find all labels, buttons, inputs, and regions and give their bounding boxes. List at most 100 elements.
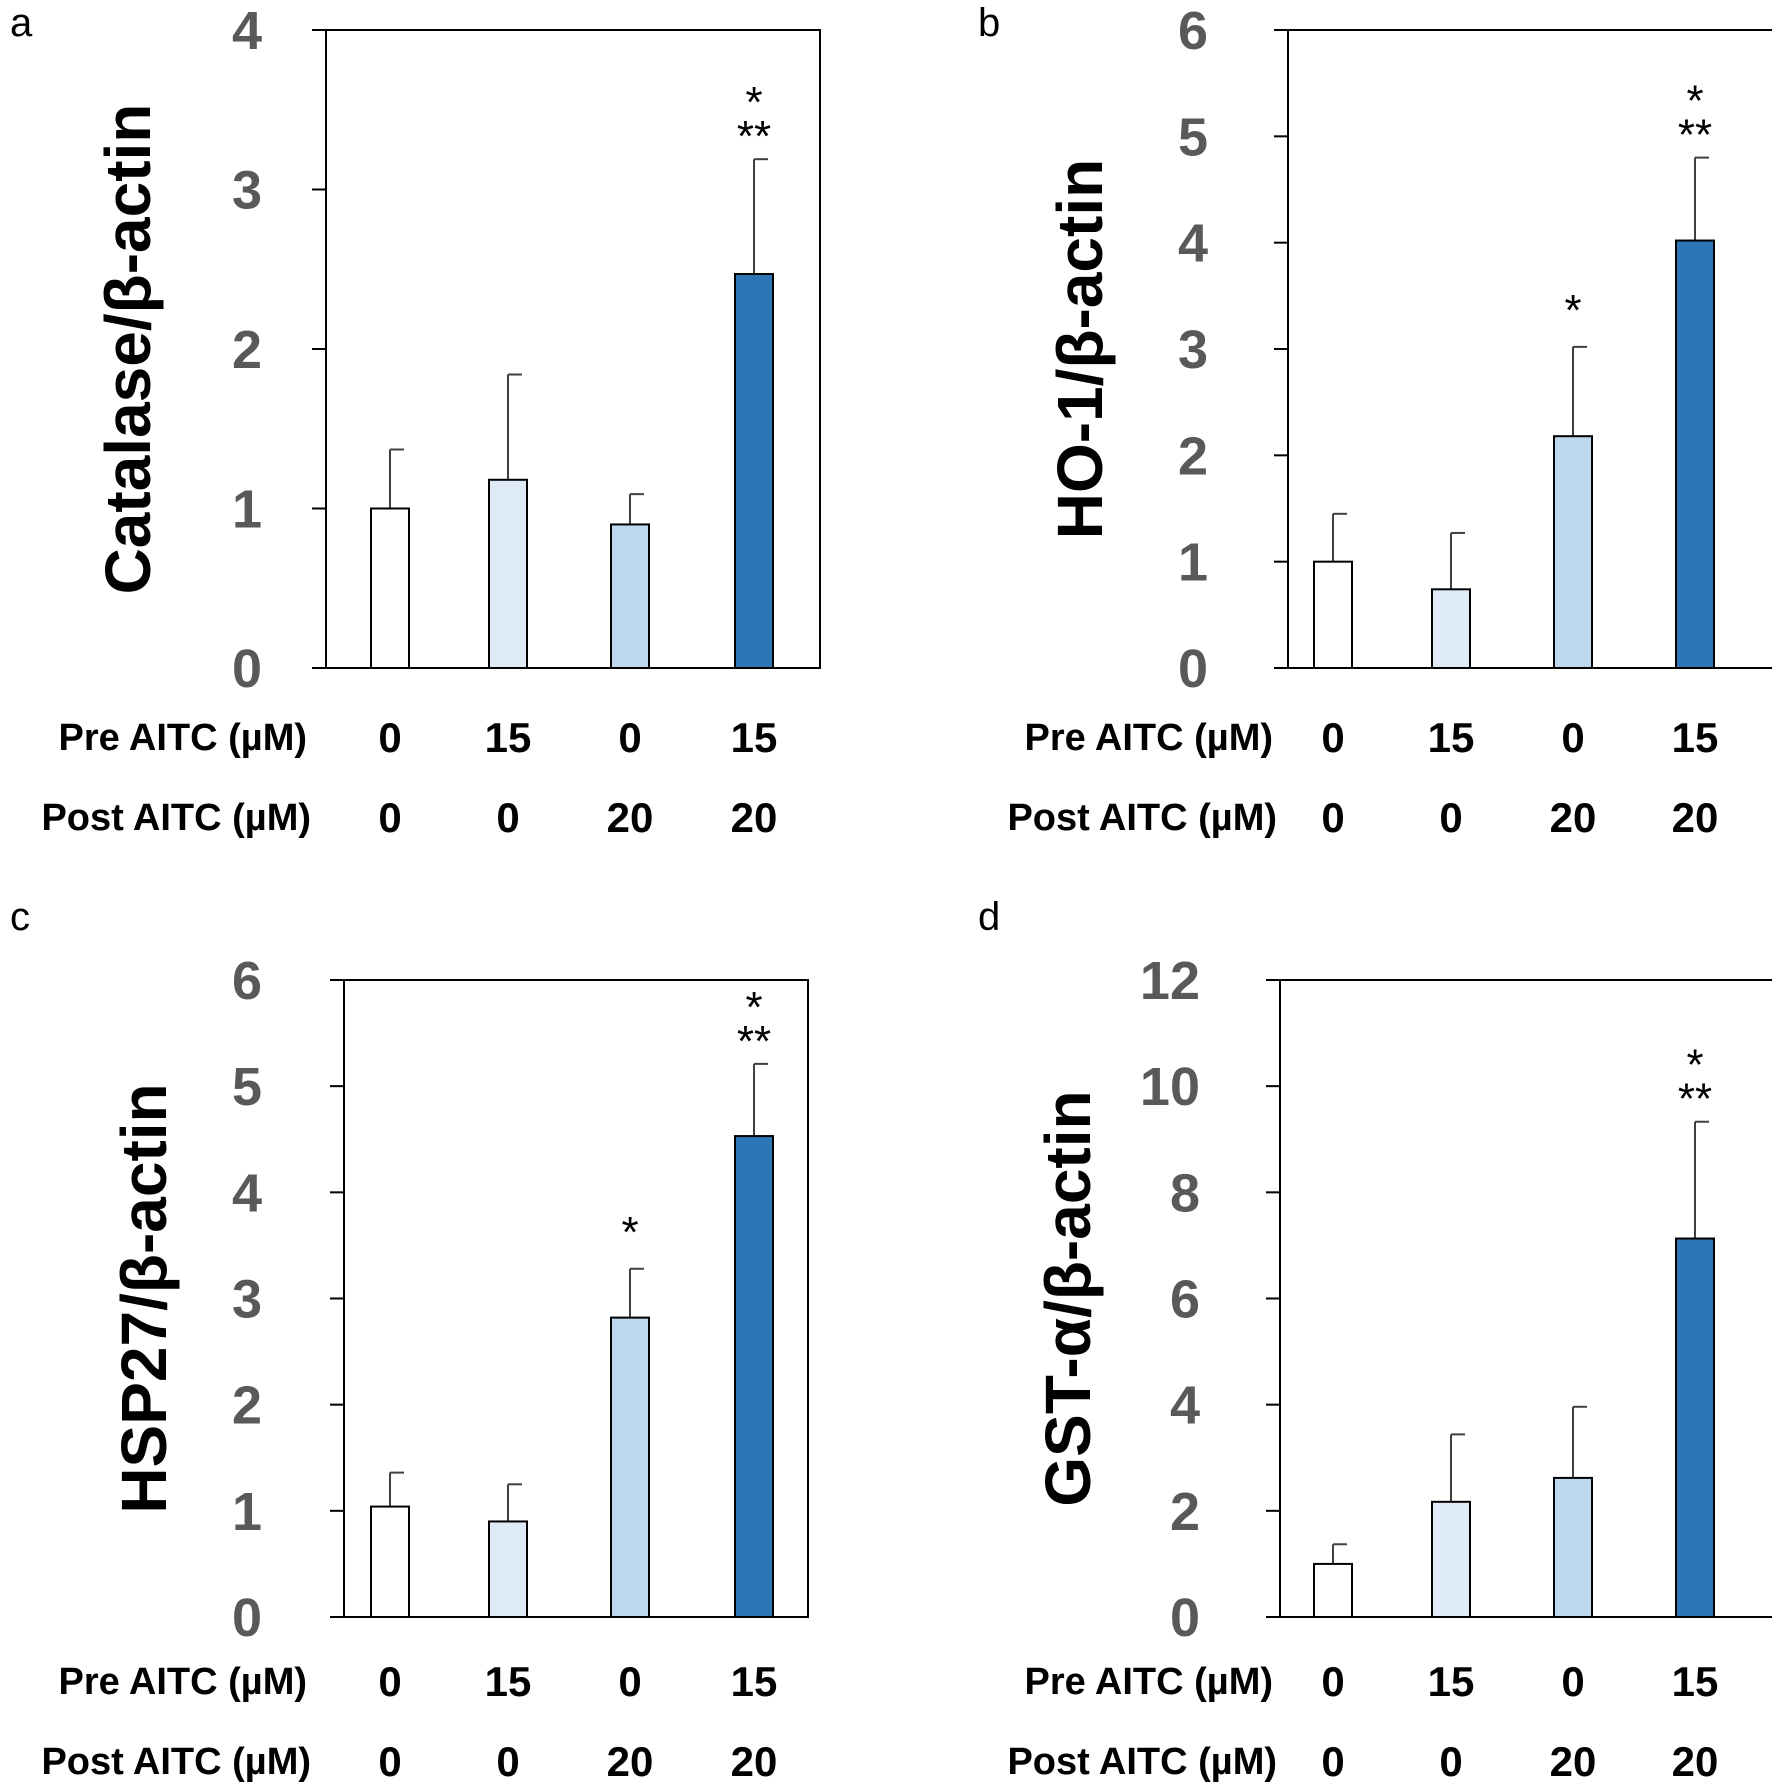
row-label-post: Post AITC (µM) (1007, 797, 1277, 839)
y-tick-label: 2 (232, 1376, 262, 1436)
y-tick-label: 10 (1140, 1057, 1200, 1117)
significance-marker: * (1686, 1041, 1703, 1090)
category-label-pre: 15 (731, 714, 778, 761)
category-label-post: 0 (1321, 794, 1344, 841)
panel-letter: a (10, 1, 33, 45)
row-label-pre: Pre AITC (µM) (59, 717, 307, 759)
panel-letter: b (978, 1, 1000, 45)
category-label-pre: 15 (1428, 714, 1475, 761)
bar (610, 1316, 650, 1618)
bar (488, 1520, 528, 1618)
y-tick-label: 1 (232, 480, 262, 540)
bar (1313, 1562, 1353, 1618)
category-label-pre: 15 (1672, 1658, 1719, 1705)
category-label-pre: 15 (1428, 1658, 1475, 1705)
bar (734, 1135, 774, 1618)
y-tick-label: 0 (1178, 639, 1208, 699)
bar (1675, 1237, 1715, 1619)
bar (370, 1505, 410, 1618)
category-label-post: 0 (496, 794, 519, 841)
panel-letter: d (978, 895, 1000, 939)
bar (370, 507, 410, 669)
y-tick-label: 3 (232, 161, 262, 221)
category-label-post: 0 (378, 794, 401, 841)
row-label-pre: Pre AITC (µM) (59, 1661, 307, 1703)
y-tick-label: 3 (1178, 320, 1208, 380)
category-label-post: 20 (731, 1738, 778, 1785)
category-label-pre: 0 (1321, 1658, 1344, 1705)
category-label-pre: 0 (1321, 714, 1344, 761)
category-label-post: 20 (1672, 794, 1719, 841)
category-label-pre: 15 (731, 1658, 778, 1705)
bar (610, 523, 650, 670)
category-label-pre: 15 (485, 714, 532, 761)
category-label-post: 0 (496, 1738, 519, 1785)
category-label-post: 0 (1439, 794, 1462, 841)
bar (1313, 560, 1353, 670)
category-label-pre: 0 (618, 714, 641, 761)
bar (1675, 239, 1715, 669)
category-label-pre: 0 (378, 714, 401, 761)
row-label-post: Post AITC (µM) (41, 797, 311, 839)
bar (734, 273, 774, 669)
y-tick-label: 6 (232, 951, 262, 1011)
significance-marker: ** (737, 112, 771, 161)
y-axis-label: HO-1/β-actin (1044, 159, 1116, 539)
bar (1431, 1500, 1471, 1619)
significance-marker: * (745, 78, 762, 127)
category-label-pre: 15 (1672, 714, 1719, 761)
y-tick-label: 3 (232, 1270, 262, 1330)
panel-letter: c (10, 895, 30, 939)
y-tick-label: 0 (1170, 1588, 1200, 1648)
y-tick-label: 1 (232, 1482, 262, 1542)
y-axis-label: Catalase/β-actin (92, 104, 164, 595)
y-tick-label: 1 (1178, 533, 1208, 593)
category-label-post: 0 (1321, 1738, 1344, 1785)
y-tick-label: 5 (1178, 107, 1208, 167)
panel-a: a 0 1 2 3 4 Catalase/β-actin *** Pre AITC (µM) Po… (10, 1, 821, 841)
y-tick-label: 5 (232, 1057, 262, 1117)
y-tick-label: 0 (232, 1588, 262, 1648)
bar (1431, 588, 1471, 670)
significance-marker: * (1686, 77, 1703, 126)
y-tick-label: 12 (1140, 951, 1200, 1011)
significance-marker: * (621, 1208, 638, 1257)
y-tick-label: 4 (232, 1, 262, 61)
category-label-pre: 0 (1561, 1658, 1584, 1705)
category-label-post: 20 (731, 794, 778, 841)
significance-marker: * (1564, 286, 1581, 335)
row-label-post: Post AITC (µM) (41, 1741, 311, 1783)
significance-marker: ** (1678, 111, 1712, 160)
category-label-post: 20 (1550, 794, 1597, 841)
bar (488, 478, 528, 670)
y-tick-label: 2 (232, 320, 262, 380)
category-label-post: 20 (1550, 1738, 1597, 1785)
y-tick-label: 4 (1178, 214, 1208, 274)
y-tick-label: 0 (232, 639, 262, 699)
significance-marker: ** (1678, 1075, 1712, 1124)
y-axis-label: HSP27/β-actin (108, 1083, 180, 1513)
row-label-pre: Pre AITC (µM) (1025, 717, 1273, 759)
bar (1553, 1476, 1593, 1618)
y-tick-label: 6 (1178, 1, 1208, 61)
y-tick-label: 4 (1170, 1376, 1200, 1436)
y-tick-label: 2 (1170, 1482, 1200, 1542)
y-tick-label: 8 (1170, 1163, 1200, 1223)
category-label-pre: 0 (378, 1658, 401, 1705)
category-label-post: 0 (1439, 1738, 1462, 1785)
significance-marker: * (745, 983, 762, 1032)
y-axis-label: GST-α/β-actin (1032, 1090, 1104, 1506)
category-label-post: 20 (607, 794, 654, 841)
category-label-post: 0 (378, 1738, 401, 1785)
significance-marker: ** (737, 1017, 771, 1066)
category-label-post: 20 (1672, 1738, 1719, 1785)
category-label-pre: 15 (485, 1658, 532, 1705)
category-label-pre: 0 (618, 1658, 641, 1705)
category-label-pre: 0 (1561, 714, 1584, 761)
y-tick-label: 4 (232, 1163, 262, 1223)
category-label-post: 20 (607, 1738, 654, 1785)
row-label-pre: Pre AITC (µM) (1025, 1661, 1273, 1703)
